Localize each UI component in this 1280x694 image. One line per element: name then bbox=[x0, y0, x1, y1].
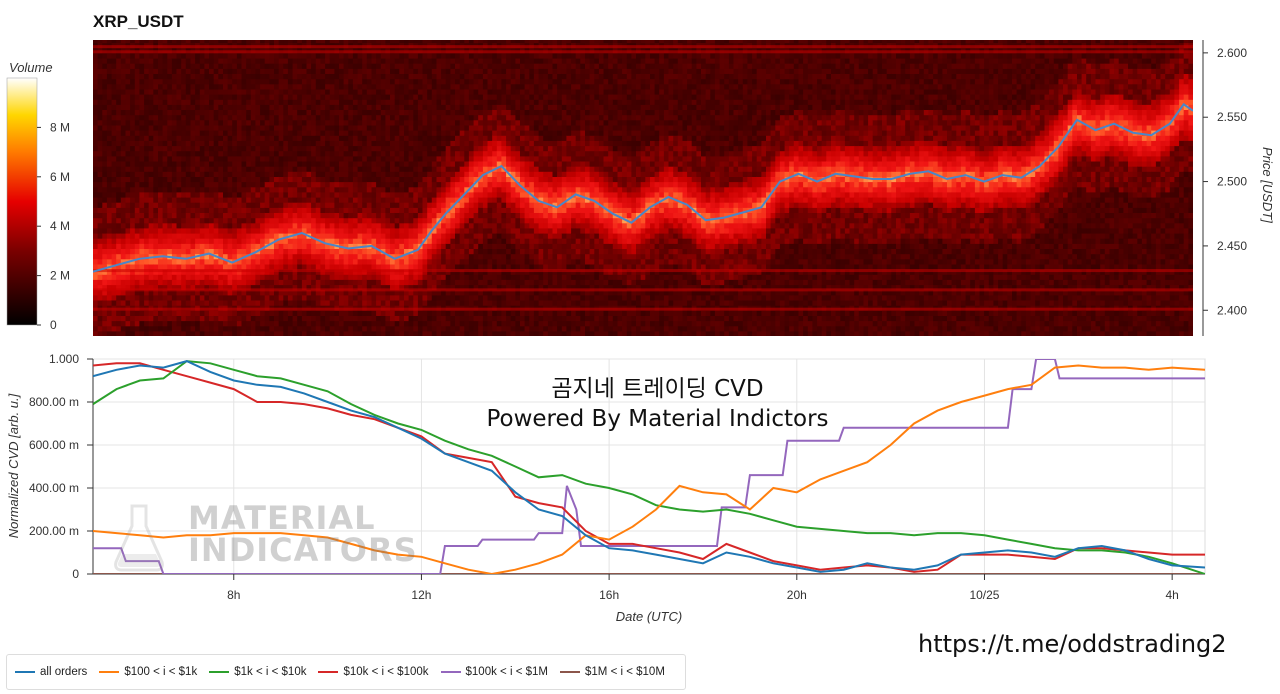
price-axis-label: Price [USDT] bbox=[1260, 147, 1275, 223]
watermark-line-2: Powered By Material Indictors bbox=[486, 406, 829, 432]
cvd-ytick-label: 400.00 m bbox=[29, 481, 79, 495]
heatmap-band bbox=[93, 45, 1193, 49]
cvd-xtick-label: 16h bbox=[599, 588, 619, 602]
cvd-xtick-label: 12h bbox=[411, 588, 431, 602]
flask-icon bbox=[114, 504, 164, 572]
cvd-y-axis-label: Normalized CVD [arb. u.] bbox=[6, 393, 21, 538]
logo-line-1: MATERIAL bbox=[188, 499, 376, 537]
colorbar-label: Volume bbox=[9, 60, 53, 75]
heatmap-band bbox=[93, 269, 1193, 273]
heatmap-cells bbox=[93, 40, 1193, 336]
legend-item[interactable]: $1k < i < $10k bbox=[209, 666, 306, 678]
price-axis: 2.400 2.450 2.500 2.550 2.600 Price [USDT] bbox=[1202, 40, 1275, 336]
material-indicators-logo: MATERIAL INDICATORS bbox=[188, 502, 418, 566]
cvd-ytick-label: 0 bbox=[72, 567, 79, 581]
cvd-xtick-label: 4h bbox=[1165, 588, 1178, 602]
legend-label: $1k < i < $10k bbox=[234, 666, 307, 678]
legend-swatch bbox=[209, 671, 230, 673]
legend-swatch bbox=[15, 671, 35, 673]
legend-label: $1M < i < $10M bbox=[585, 666, 665, 678]
cvd-series-lines bbox=[93, 359, 1205, 574]
legend-item[interactable]: $1M < i < $10M bbox=[560, 666, 665, 678]
series-line-100-i-1k bbox=[93, 364, 1205, 574]
cvd-xtick-label: 10/25 bbox=[969, 588, 999, 602]
legend-swatch bbox=[560, 671, 580, 673]
colorbar-tick-label: 2 M bbox=[50, 269, 70, 283]
cvd-x-axis-label: Date (UTC) bbox=[616, 609, 682, 624]
legend-swatch bbox=[318, 671, 339, 673]
series-line-10k-i-100k bbox=[93, 362, 1205, 573]
cvd-xtick-label: 20h bbox=[787, 588, 807, 602]
heatmap-band bbox=[93, 50, 1193, 54]
heatmap-band bbox=[93, 288, 1193, 292]
heatmap-band bbox=[93, 307, 1193, 311]
colorbar-gradient bbox=[6, 77, 38, 326]
cvd-ytick-label: 600.00 m bbox=[29, 438, 79, 452]
price-tick-label: 2.450 bbox=[1217, 239, 1247, 253]
price-tick-label: 2.400 bbox=[1217, 303, 1247, 317]
price-line bbox=[93, 102, 1193, 273]
legend-label: $100 < i < $1k bbox=[124, 666, 198, 678]
legend-swatch bbox=[440, 671, 461, 673]
colorbar-tick-label: 6 M bbox=[50, 170, 70, 184]
series-line-all-orders bbox=[93, 360, 1205, 573]
colorbar-tick-label: 8 M bbox=[50, 120, 70, 134]
legend-swatch bbox=[99, 671, 120, 673]
legend-item[interactable]: $10k < i < $100k bbox=[318, 666, 429, 678]
chart-title: XRP_USDT bbox=[93, 12, 184, 31]
legend-label: all orders bbox=[40, 666, 88, 678]
logo-line-2: INDICATORS bbox=[188, 531, 418, 569]
cvd-ytick-label: 800.00 m bbox=[29, 395, 79, 409]
chart-legend: all orders $100 < i < $1k $1k < i < $10k $1… bbox=[6, 654, 686, 690]
series-line-1k-i-10k bbox=[93, 360, 1205, 574]
price-tick-label: 2.500 bbox=[1217, 175, 1247, 189]
price-tick-label: 2.600 bbox=[1217, 46, 1247, 60]
price-volume-heatmap bbox=[93, 40, 1193, 336]
cvd-line-chart: 0 200.00 m 400.00 m 600.00 m 800.00 m 1.000 8h… bbox=[6, 352, 1206, 624]
legend-item[interactable]: $100k < i < $1M bbox=[440, 666, 548, 678]
colorbar-tick-label: 4 M bbox=[50, 219, 70, 233]
legend-label: $10k < i < $100k bbox=[343, 666, 429, 678]
cvd-ytick-label: 1.000 bbox=[49, 352, 79, 366]
watermark-line-1: 곰지네 트레이딩 CVD bbox=[551, 376, 764, 402]
price-tick-label: 2.550 bbox=[1217, 110, 1247, 124]
colorbar-tick-label: 0 bbox=[50, 318, 57, 332]
legend-item[interactable]: $100 < i < $1k bbox=[99, 666, 197, 678]
cvd-plot-area bbox=[92, 358, 1206, 575]
legend-label: $100k < i < $1M bbox=[465, 666, 548, 678]
telegram-link[interactable]: https://t.me/oddstrading2 bbox=[918, 630, 1227, 658]
cvd-ytick-label: 200.00 m bbox=[29, 524, 79, 538]
legend-item[interactable]: all orders bbox=[15, 666, 87, 678]
cvd-watermark: 곰지네 트레이딩 CVD Powered By Material Indicto… bbox=[480, 374, 835, 434]
volume-colorbar: Volume 0 2 M 4 M 6 M 8 M bbox=[6, 60, 70, 332]
cvd-xtick-label: 8h bbox=[227, 588, 240, 602]
